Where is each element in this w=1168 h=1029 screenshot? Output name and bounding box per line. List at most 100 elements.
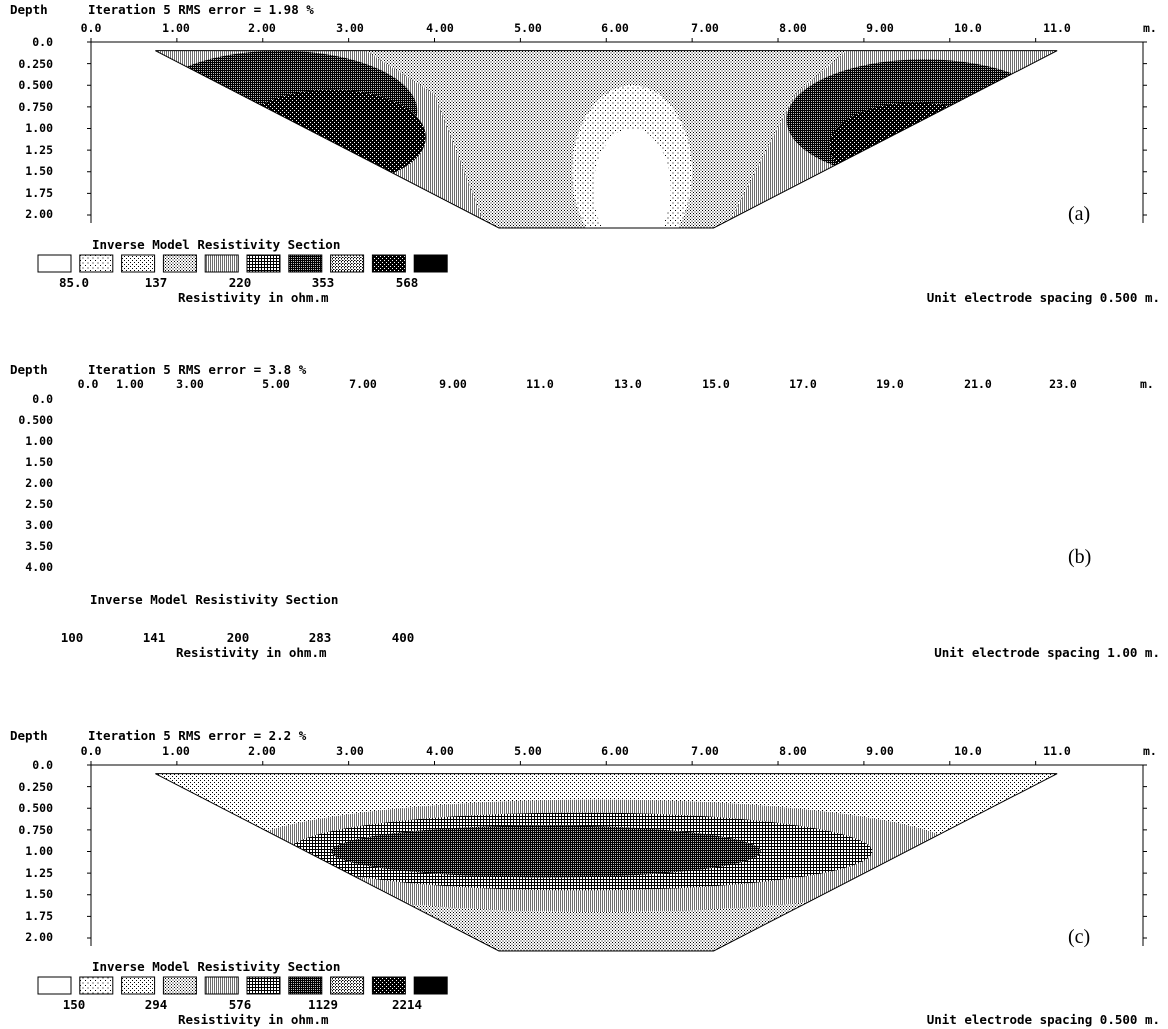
- legend-value-labels: 100 141 200 283 400: [61, 630, 415, 645]
- x-tick-labels: 0.0 1.00 3.00 5.00 7.00 9.00 11.0 13.0 1…: [78, 377, 1077, 391]
- legend-swatch: [371, 254, 406, 273]
- legend-value: 576: [229, 997, 252, 1012]
- legend-value: 568: [396, 275, 419, 290]
- y-tick-labels: 0.0 0.250 0.500 0.750 1.00 1.25 1.50 1.7…: [18, 35, 53, 221]
- x-tick-labels: 0.0 1.00 2.00 3.00 4.00 5.00 6.00 7.00 8…: [81, 21, 1071, 35]
- legend-value: 2214: [392, 997, 422, 1012]
- panel-label: (a): [1068, 203, 1090, 225]
- x-tick-label: 6.00: [601, 744, 629, 758]
- panel-label: (c): [1068, 926, 1090, 948]
- legend-swatch: [288, 976, 323, 995]
- x-tick-label: 0.0: [78, 377, 99, 391]
- legend-swatch: [246, 254, 281, 273]
- legend-swatch: [37, 254, 72, 273]
- section-outline: [155, 773, 1058, 952]
- panel-c: Depth Iteration 5 RMS error = 2.2 % m. 0…: [10, 728, 1160, 1027]
- x-unit-label: m.: [1143, 744, 1157, 758]
- resistivity-section: [155, 50, 1058, 228]
- resistivity-section: [155, 773, 1058, 951]
- legend-value: 400: [392, 630, 415, 645]
- legend-swatch: [121, 254, 156, 273]
- section-title: Inverse Model Resistivity Section: [92, 959, 340, 974]
- x-tick-label: 17.0: [789, 377, 817, 391]
- legend-swatch: [330, 976, 365, 995]
- legend-swatch: [79, 254, 114, 273]
- legend-value: 100: [61, 630, 84, 645]
- x-unit-label: m.: [1140, 377, 1154, 391]
- y-tick-labels: 0.0 0.250 0.500 0.750 1.00 1.25 1.50 1.7…: [18, 758, 53, 944]
- y-tick-label: 3.00: [25, 518, 53, 532]
- y-tick-label: 1.75: [25, 186, 53, 200]
- legend-swatch: [330, 254, 365, 273]
- x-tick-label: 23.0: [1049, 377, 1077, 391]
- panel-label: (b): [1068, 546, 1091, 568]
- x-tick-label: 2.00: [248, 744, 276, 758]
- x-tick-label: 8.00: [779, 744, 807, 758]
- y-tick-label: 1.25: [25, 143, 53, 157]
- panel-b: Depth Iteration 5 RMS error = 3.8 % m. 0…: [10, 362, 1160, 995]
- legend-swatch: [413, 254, 448, 273]
- y-tick-label: 0.250: [18, 780, 53, 794]
- y-tick-label: 1.00: [25, 434, 53, 448]
- section-plot: [87, 761, 1147, 952]
- x-tick-label: 10.0: [954, 744, 982, 758]
- y-tick-label: 1.50: [25, 455, 53, 469]
- y-tick-label: 0.0: [32, 35, 53, 49]
- y-tick-label: 1.00: [25, 844, 53, 858]
- legend-value: 141: [143, 630, 166, 645]
- legend-value: 220: [229, 275, 252, 290]
- y-tick-label: 1.75: [25, 909, 53, 923]
- color-legend: [37, 976, 448, 995]
- y-tick-label: 0.750: [18, 823, 53, 837]
- x-tick-label: 19.0: [876, 377, 904, 391]
- legend-swatch: [371, 976, 406, 995]
- depth-label: Depth: [10, 728, 48, 743]
- legend-swatch: [162, 976, 197, 995]
- x-tick-label: 11.0: [1043, 744, 1071, 758]
- y-tick-label: 0.0: [32, 758, 53, 772]
- anomaly-region: [331, 825, 761, 878]
- x-tick-label: 1.00: [162, 21, 190, 35]
- y-tick-label: 0.500: [18, 78, 53, 92]
- y-tick-label: 0.500: [18, 801, 53, 815]
- y-tick-label: 3.50: [25, 539, 53, 553]
- depth-label: Depth: [10, 362, 48, 377]
- x-tick-label: 9.00: [866, 21, 894, 35]
- x-tick-label: 3.00: [176, 377, 204, 391]
- resistivity-unit-label: Resistivity in ohm.m: [178, 290, 329, 305]
- legend-swatch: [288, 254, 323, 273]
- chart-title: Iteration 5 RMS error = 1.98 %: [88, 2, 314, 17]
- x-tick-label: 5.00: [262, 377, 290, 391]
- legend-value: 294: [145, 997, 168, 1012]
- y-tick-label: 1.50: [25, 887, 53, 901]
- x-tick-label: 1.00: [162, 744, 190, 758]
- y-tick-label: 1.50: [25, 164, 53, 178]
- x-tick-label: 6.00: [601, 21, 629, 35]
- electrode-spacing-label: Unit electrode spacing 0.500 m.: [927, 290, 1160, 305]
- x-tick-labels: 0.0 1.00 2.00 3.00 4.00 5.00 6.00 7.00 8…: [81, 744, 1071, 758]
- y-tick-label: 1.00: [25, 121, 53, 135]
- legend-value: 137: [145, 275, 168, 290]
- anomaly-region: [829, 102, 1002, 190]
- legend-swatch: [204, 254, 239, 273]
- legend-value: 85.0: [59, 275, 89, 290]
- x-tick-label: 4.00: [426, 744, 454, 758]
- y-tick-label: 4.00: [25, 560, 53, 574]
- legend-swatch: [37, 976, 72, 995]
- x-tick-label: 10.0: [954, 21, 982, 35]
- legend-value-labels: 85.0 137 220 353 568: [59, 275, 418, 290]
- resistivity-unit-label: Resistivity in ohm.m: [178, 1012, 329, 1027]
- x-tick-label: 3.00: [336, 744, 364, 758]
- section-title: Inverse Model Resistivity Section: [90, 592, 338, 607]
- panel-a: Depth Iteration 5 RMS error = 1.98 % m. …: [10, 2, 1160, 305]
- x-tick-label: 11.0: [526, 377, 554, 391]
- y-tick-labels: 0.0 0.500 1.00 1.50 2.00 2.50 3.00 3.50 …: [18, 392, 53, 574]
- y-tick-label: 0.500: [18, 413, 53, 427]
- y-tick-label: 2.00: [25, 207, 53, 221]
- x-tick-label: 8.00: [779, 21, 807, 35]
- x-tick-label: 0.0: [81, 744, 102, 758]
- legend-swatch: [162, 254, 197, 273]
- x-tick-label: 2.00: [248, 21, 276, 35]
- legend-value: 353: [312, 275, 335, 290]
